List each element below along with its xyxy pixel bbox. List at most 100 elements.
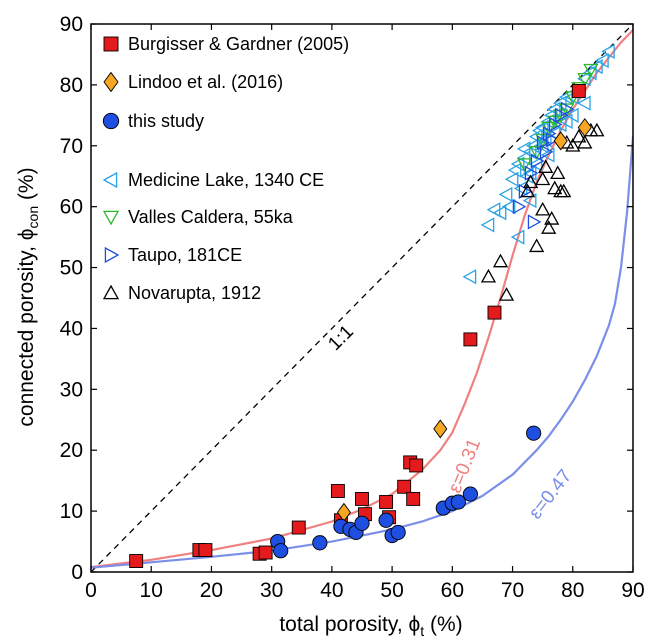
data-point xyxy=(571,128,587,143)
x-tick-label: 90 xyxy=(621,579,644,602)
series-2 xyxy=(270,425,542,559)
y-tick-label: 70 xyxy=(60,135,83,158)
legend-label: this study xyxy=(128,111,204,131)
data-point xyxy=(577,117,592,138)
series-5 xyxy=(512,101,575,230)
y-tick-label: 80 xyxy=(60,74,83,97)
legend-marker xyxy=(102,210,120,226)
legend-marker xyxy=(104,246,120,264)
data-point xyxy=(560,101,575,117)
x-tick-label: 20 xyxy=(200,579,223,602)
y-tick-label: 50 xyxy=(60,257,83,280)
x-axis-label-sub: t xyxy=(420,623,424,638)
data-point xyxy=(530,153,545,169)
data-point xyxy=(487,305,502,320)
x-tick-label: 60 xyxy=(441,579,464,602)
series-6 xyxy=(480,122,605,301)
data-point xyxy=(576,95,591,111)
y-tick-label: 0 xyxy=(71,561,83,584)
legend-label: Valles Caldera, 55ka xyxy=(128,207,294,227)
data-point xyxy=(583,63,599,78)
y-tick-label: 20 xyxy=(60,439,83,462)
data-point xyxy=(409,458,424,473)
data-point xyxy=(492,205,507,221)
data-point xyxy=(558,113,573,130)
data-point xyxy=(545,132,560,148)
one-to-one-label: 1:1 xyxy=(324,321,358,355)
y-tick-label: 30 xyxy=(60,378,83,401)
data-point xyxy=(553,131,568,151)
data-point xyxy=(498,287,515,301)
data-point xyxy=(480,268,497,283)
data-point xyxy=(544,211,560,225)
data-point xyxy=(397,479,412,494)
y-axis-label-unit: (%) xyxy=(15,167,38,206)
data-point xyxy=(535,171,551,186)
series-0 xyxy=(129,84,586,568)
data-point xyxy=(527,214,542,230)
legend-marker xyxy=(102,112,120,130)
data-point xyxy=(512,199,527,215)
legend-label: Taupo, 181CE xyxy=(128,245,242,265)
data-point xyxy=(535,201,551,216)
legend-label: Lindoo et al. (2016) xyxy=(128,72,283,92)
data-point xyxy=(589,122,605,137)
legend-marker xyxy=(102,171,118,189)
data-point xyxy=(379,495,394,509)
data-point xyxy=(550,165,566,180)
data-point xyxy=(355,491,369,506)
data-point xyxy=(595,52,609,69)
data-point xyxy=(577,72,593,87)
data-point xyxy=(501,199,516,215)
x-tick-label: 30 xyxy=(260,579,283,602)
data-point xyxy=(541,220,557,234)
data-point xyxy=(516,158,533,172)
data-point xyxy=(553,109,569,124)
y-axis-label: connected porosity, ϕcon (%) xyxy=(15,167,41,426)
data-point xyxy=(534,119,549,136)
x-tick-label: 70 xyxy=(501,579,524,602)
data-points xyxy=(129,7,615,568)
data-point xyxy=(510,229,525,245)
one-to-one-line xyxy=(91,24,633,572)
axis-ticks: 0 10 20 30 40 50 60 70 80 90 0 10 20 30 40 50 60 70 80 90 xyxy=(60,13,645,602)
data-point xyxy=(546,101,561,117)
legend-marker xyxy=(103,71,119,93)
data-point xyxy=(312,535,328,551)
x-tick-label: 10 xyxy=(140,579,163,602)
data-point xyxy=(540,113,555,130)
data-point xyxy=(462,486,479,502)
axes-frame xyxy=(90,23,634,573)
data-point xyxy=(498,186,513,203)
data-point xyxy=(522,192,537,209)
data-point xyxy=(577,134,593,149)
legend-marker xyxy=(102,284,120,300)
y-tick-label: 10 xyxy=(60,500,83,523)
data-point xyxy=(587,7,600,19)
y-tick-label: 90 xyxy=(60,13,83,36)
data-point xyxy=(576,71,591,87)
data-point xyxy=(463,332,478,347)
eps-031-label: ε=0.31 xyxy=(445,436,486,496)
data-point xyxy=(559,103,575,118)
data-point xyxy=(516,141,531,157)
data-point xyxy=(552,95,567,111)
data-point xyxy=(354,515,370,531)
data-point xyxy=(556,183,572,198)
data-point xyxy=(564,107,579,123)
x-tick-label: 50 xyxy=(380,579,403,602)
data-point xyxy=(589,59,603,75)
data-point xyxy=(406,491,421,506)
data-point xyxy=(129,554,144,568)
data-point xyxy=(523,174,539,189)
data-point xyxy=(520,183,536,198)
legend: Burgisser & Gardner (2005) Lindoo et al. … xyxy=(102,34,349,303)
data-point xyxy=(529,238,545,253)
curve-eps-047 xyxy=(91,136,633,569)
data-point xyxy=(291,520,306,535)
data-point xyxy=(258,545,273,560)
legend-label: Medicine Lake, 1340 CE xyxy=(128,170,324,190)
x-tick-label: 40 xyxy=(320,579,343,602)
y-tick-label: 60 xyxy=(60,196,83,219)
